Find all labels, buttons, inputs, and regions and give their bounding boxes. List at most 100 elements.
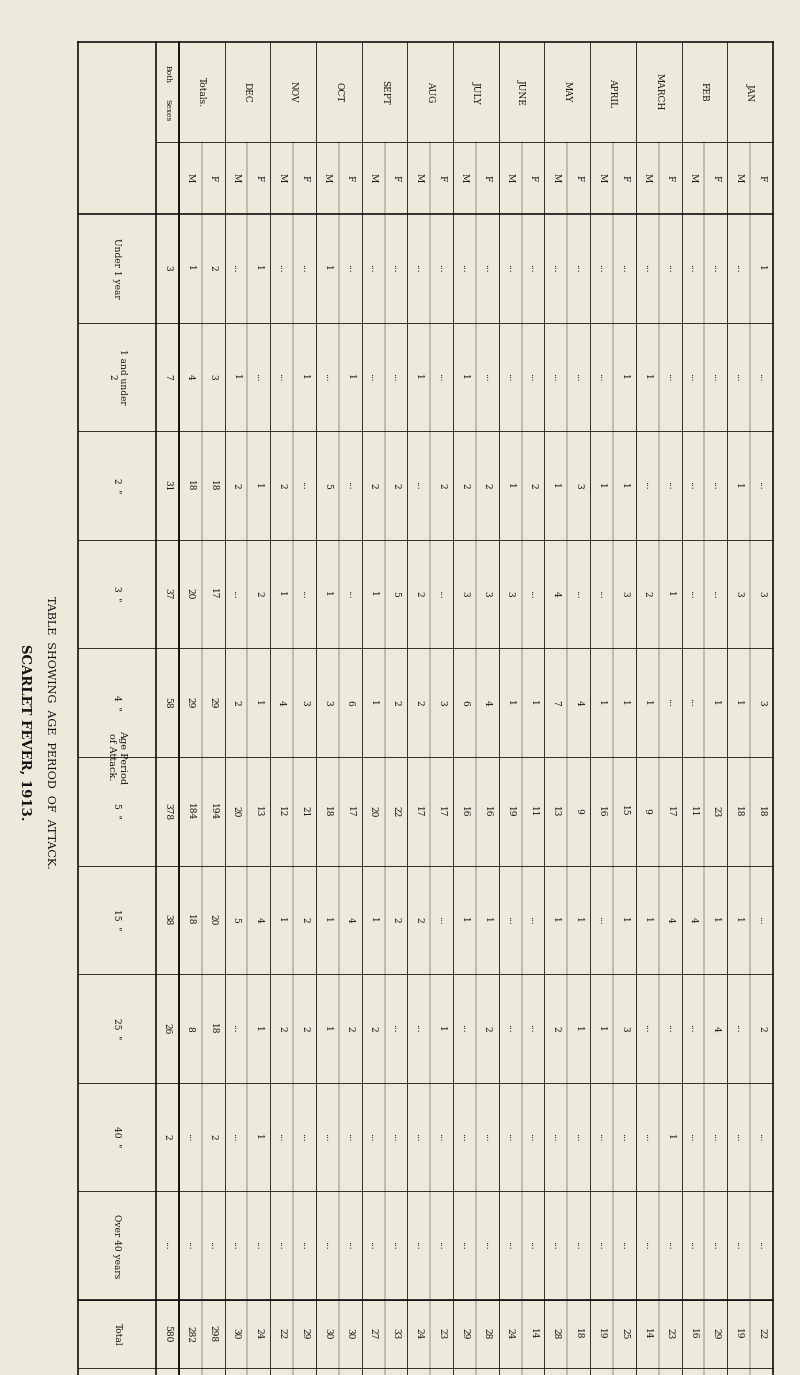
Text: ...: ... [689,698,698,707]
Text: 4: 4 [186,374,194,380]
Text: M: M [414,173,423,183]
Text: ...: ... [574,1242,583,1250]
Text: 1: 1 [666,1134,674,1140]
Text: ...: ... [300,1242,309,1250]
Text: 1: 1 [346,374,354,380]
Text: M: M [643,173,652,183]
Text: 29: 29 [300,1328,309,1339]
Text: 4: 4 [346,917,354,923]
Text: ...: ... [757,481,766,489]
Text: 1: 1 [460,374,469,380]
Text: ...: ... [414,481,423,489]
Text: ...: ... [460,264,469,272]
Text: Under 1 year: Under 1 year [113,238,122,298]
Text: ...: ... [666,481,674,489]
Text: 18: 18 [323,806,332,817]
Text: APRIL: APRIL [609,77,618,106]
Text: M: M [689,173,698,183]
Text: F: F [483,175,492,182]
Text: ...: ... [254,1242,263,1250]
Text: 1: 1 [529,700,538,705]
Text: ...: ... [620,1133,629,1141]
Text: ...: ... [437,373,446,381]
Text: ...: ... [506,373,514,381]
Text: 1: 1 [551,917,561,923]
Text: 6: 6 [346,700,354,705]
Text: ...: ... [574,590,583,598]
Text: 1: 1 [643,700,652,705]
Text: 23: 23 [666,1328,674,1339]
Text: ...: ... [506,1133,514,1141]
Text: 2: 2 [231,700,241,705]
Text: F: F [391,175,401,182]
Text: 16: 16 [460,806,469,817]
Text: 2: 2 [391,483,401,488]
Text: 3: 3 [437,700,446,705]
Text: 2: 2 [414,917,423,923]
Text: 1: 1 [666,591,674,597]
Text: 1: 1 [300,374,309,380]
Text: MARCH: MARCH [654,73,663,110]
Text: 17: 17 [209,588,218,600]
Text: M: M [323,173,332,183]
Text: JUNE: JUNE [517,80,526,104]
Text: 5: 5 [231,917,241,923]
Text: ...: ... [574,264,583,272]
Text: ...: ... [711,590,720,598]
Text: 30: 30 [323,1328,332,1339]
Text: 2: 2 [391,917,401,923]
Text: ...: ... [414,1242,423,1250]
Text: ...: ... [437,1133,446,1141]
Text: 4: 4 [254,917,263,923]
Text: ...: ... [551,1242,561,1250]
Text: ...: ... [574,373,583,381]
Text: 25: 25 [620,1328,629,1339]
Text: 3: 3 [574,483,583,488]
Text: 17: 17 [666,806,674,817]
Text: 18: 18 [186,480,194,491]
Text: 30: 30 [346,1328,354,1339]
Text: Total: Total [113,1323,122,1345]
Text: ...: ... [369,1133,378,1141]
Text: M: M [231,173,241,183]
Text: 24: 24 [506,1328,514,1339]
Text: 2: 2 [643,591,652,597]
Text: 1: 1 [323,1026,332,1031]
Text: 1: 1 [186,265,194,271]
Text: ...: ... [323,1242,332,1250]
Text: ...: ... [689,481,698,489]
Text: JAN: JAN [746,82,754,102]
Text: ...: ... [551,1133,561,1141]
Text: ...: ... [277,373,286,381]
Text: ...: ... [231,1133,241,1141]
Text: ...: ... [711,1133,720,1141]
Text: 2: 2 [300,1026,309,1031]
Text: ...: ... [643,1133,652,1141]
Text: 15: 15 [620,806,629,817]
Text: F: F [620,175,629,182]
Text: ...: ... [711,373,720,381]
Text: 4: 4 [574,700,583,705]
Text: 2: 2 [209,1134,218,1140]
Text: Both: Both [163,65,171,82]
Text: ...: ... [666,698,674,707]
Text: 1: 1 [369,700,378,705]
Text: ...: ... [643,264,652,272]
Text: 22: 22 [757,1328,766,1339]
Text: 194: 194 [209,803,218,820]
Text: ...: ... [414,1133,423,1141]
Text: DEC: DEC [243,81,252,102]
Text: 28: 28 [551,1328,561,1339]
Text: JULY: JULY [471,81,481,103]
Text: 2  ": 2 " [113,477,122,494]
Text: 1: 1 [620,700,629,705]
Text: ...: ... [414,1024,423,1033]
Text: ...: ... [277,1242,286,1250]
Text: 1: 1 [460,917,469,923]
Text: ...: ... [437,1242,446,1250]
Text: ...: ... [186,1242,194,1250]
Text: M: M [734,173,743,183]
Text: 2: 2 [163,1134,172,1140]
Text: 12: 12 [277,806,286,817]
Text: ...: ... [620,264,629,272]
